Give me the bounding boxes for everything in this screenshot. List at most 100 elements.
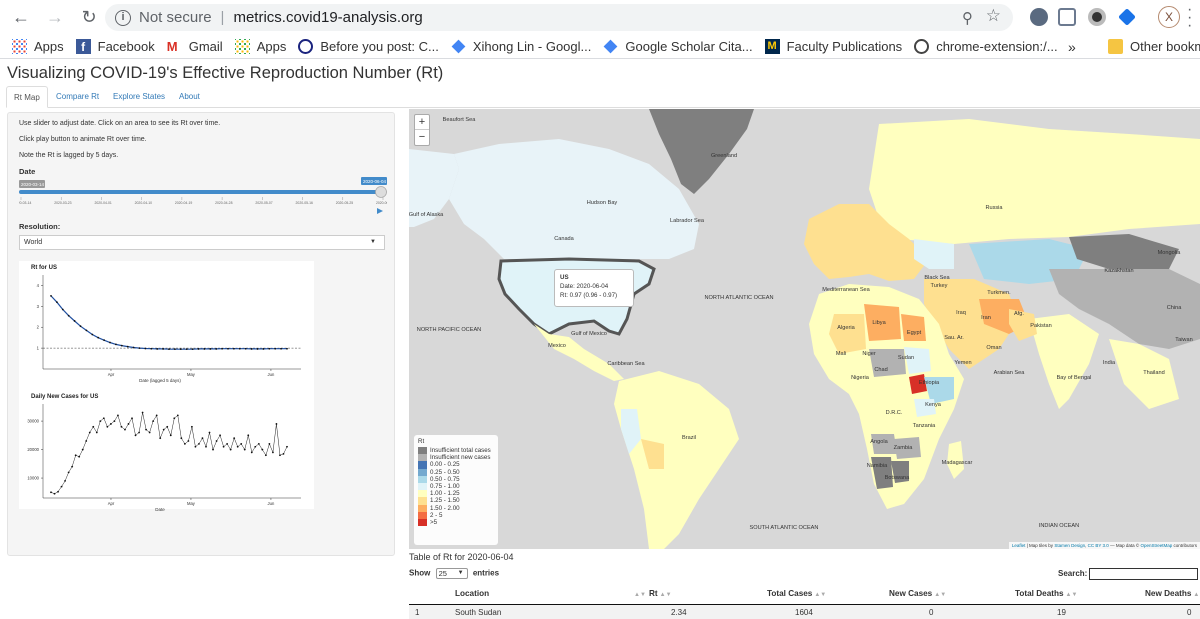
entries-select[interactable]: 25 ▼ [435, 568, 468, 579]
dropbox-icon[interactable] [1058, 8, 1076, 26]
region-se-asia[interactable] [1109, 339, 1179, 409]
map-canvas[interactable]: Beaufort Sea Gulf of Alaska Hudson Bay Labr… [409, 109, 1200, 549]
other-bookmarks[interactable]: Other bookmark [1108, 39, 1200, 54]
column-header-location[interactable]: Location [455, 589, 490, 598]
region-brazil[interactable] [614, 371, 739, 549]
bookmark-star-icon[interactable]: ☆ [985, 6, 1001, 25]
region-canada[interactable] [449, 139, 699, 259]
region-chad[interactable] [869, 349, 906, 377]
region-peru[interactable] [621, 409, 641, 454]
x-tick-label: May [187, 501, 196, 506]
play-icon[interactable] [377, 208, 383, 214]
legend-label: Insufficient total cases [430, 447, 491, 455]
region-russia[interactable] [869, 119, 1200, 244]
zoom-out-button[interactable]: − [418, 131, 426, 143]
column-header-new-cases[interactable]: New Cases ▲▼ [889, 589, 947, 598]
slider-handle[interactable] [375, 186, 387, 198]
legend-label: 1.25 - 1.50 [430, 497, 460, 505]
cell-new-deaths: 0 [1187, 608, 1192, 617]
date-slider[interactable]: 2020-03-14 2020-06-04 2020-03-142020-03-… [19, 176, 387, 216]
tab-explore-states[interactable]: Explore States [113, 92, 166, 101]
region-mongolia[interactable] [1069, 234, 1179, 269]
region-china[interactable] [1049, 269, 1200, 349]
info-icon[interactable]: i [115, 9, 131, 26]
column-header-rt[interactable]: Rt ▲▼ [649, 589, 672, 598]
region-botswana[interactable] [891, 461, 909, 483]
address-bar[interactable]: i Not secure | metrics.covid19-analysis.… [105, 4, 1013, 31]
region-drc[interactable] [879, 399, 917, 434]
bookmark-before-you-post[interactable]: Before you post: C... [298, 39, 439, 54]
search-input[interactable] [1089, 568, 1198, 580]
data-point [102, 417, 105, 420]
cc-link[interactable]: CC BY 3.0 [1087, 543, 1109, 548]
data-point [203, 348, 206, 350]
reload-icon[interactable]: ↻ [81, 7, 97, 27]
browser-menu-icon[interactable]: · · · [1187, 1, 1193, 34]
bookmark-google-scholar[interactable]: Google Scholar Cita... [603, 39, 753, 54]
column-header-new-deaths[interactable]: New Deaths▲▼ [1145, 589, 1200, 598]
tab-rt-map[interactable]: Rt Map [6, 86, 48, 108]
region-namibia[interactable] [871, 457, 893, 489]
region-zambia[interactable] [894, 437, 921, 459]
forward-arrow-icon[interactable]: → [46, 7, 64, 27]
region-india[interactable] [1029, 314, 1099, 409]
column-header-total-deaths[interactable]: Total Deaths ▲▼ [1015, 589, 1078, 598]
region-pakistan[interactable] [1009, 309, 1037, 341]
bookmark-xihong-lin[interactable]: Xihong Lin - Googl... [451, 39, 591, 54]
x-tick-label: Apr [108, 501, 115, 506]
region-mexico[interactable] [534, 324, 624, 381]
map-label: Iran [981, 315, 991, 321]
region-kenya[interactable] [914, 399, 936, 417]
region-ukraine[interactable] [914, 239, 954, 269]
back-arrow-icon[interactable]: ← [12, 7, 30, 27]
region-algeria[interactable] [829, 314, 866, 354]
tab-compare-rt[interactable]: Compare Rt [56, 92, 100, 101]
osm-link[interactable]: OpenStreetMap [1140, 543, 1173, 548]
data-point [274, 347, 277, 350]
bookmark-faculty-publications[interactable]: M Faculty Publications [764, 39, 902, 54]
region-alaska[interactable] [409, 149, 459, 227]
data-point [256, 348, 259, 350]
profile-avatar[interactable]: X [1158, 6, 1180, 28]
sort-icon[interactable]: ▲▼ [634, 592, 646, 598]
leaflet-link[interactable]: Leaflet [1011, 543, 1026, 548]
stamen-link[interactable]: Stamen Design [1054, 543, 1086, 548]
legend-label: 0.50 - 0.75 [430, 475, 460, 483]
resolution-select[interactable]: World ▼ [19, 235, 385, 250]
zoom-in-button[interactable]: + [415, 115, 429, 130]
slider-tick-label: 2020-05-16 [296, 201, 313, 205]
y-tick-label: 30000 [27, 419, 39, 424]
region-egypt[interactable] [901, 314, 926, 341]
column-header-total-cases[interactable]: Total Cases ▲▼ [767, 589, 827, 598]
region-south-sudan[interactable] [909, 374, 927, 394]
extension-circle-icon[interactable] [1088, 8, 1106, 26]
rt-map[interactable]: Beaufort Sea Gulf of Alaska Hudson Bay Labr… [409, 109, 1200, 549]
data-point [183, 442, 186, 445]
table-row[interactable]: 1 South Sudan 2.34 1604 0 19 0 [409, 605, 1200, 619]
bookmark-facebook[interactable]: f Facebook [75, 39, 155, 54]
apps-grid-icon [234, 39, 250, 54]
region-bolivia[interactable] [641, 439, 664, 469]
zoom-magnifier-icon[interactable]: ⚲ [962, 10, 973, 27]
bookmark-apps-2[interactable]: Apps [234, 39, 286, 54]
url-text[interactable]: metrics.covid19-analysis.org [233, 9, 423, 26]
legend-item: Insufficient new cases [418, 454, 494, 462]
bookmarks-overflow-button[interactable]: » [1068, 38, 1076, 55]
bookmark-apps[interactable]: Apps [12, 39, 64, 54]
region-europe[interactable] [804, 204, 929, 281]
extension-icon[interactable] [1030, 8, 1048, 26]
scholar-extension-icon[interactable] [1118, 8, 1136, 26]
region-ethiopia[interactable] [924, 377, 954, 404]
region-greenland[interactable] [649, 109, 754, 194]
slider-tick-label: 2020-04-28 [215, 201, 232, 205]
region-madagascar[interactable] [947, 441, 964, 479]
bookmark-chrome-extension[interactable]: chrome-extension:/... [914, 39, 1058, 54]
region-angola[interactable] [871, 434, 897, 454]
region-libya[interactable] [864, 304, 901, 341]
y-tick-label: 1 [37, 346, 40, 351]
legend-item: 1.50 - 2.00 [418, 504, 494, 512]
bookmark-gmail[interactable]: M Gmail [166, 39, 223, 54]
region-sudan[interactable] [904, 347, 931, 374]
tab-about[interactable]: About [179, 92, 200, 101]
map-label: Hudson Bay [587, 200, 618, 206]
